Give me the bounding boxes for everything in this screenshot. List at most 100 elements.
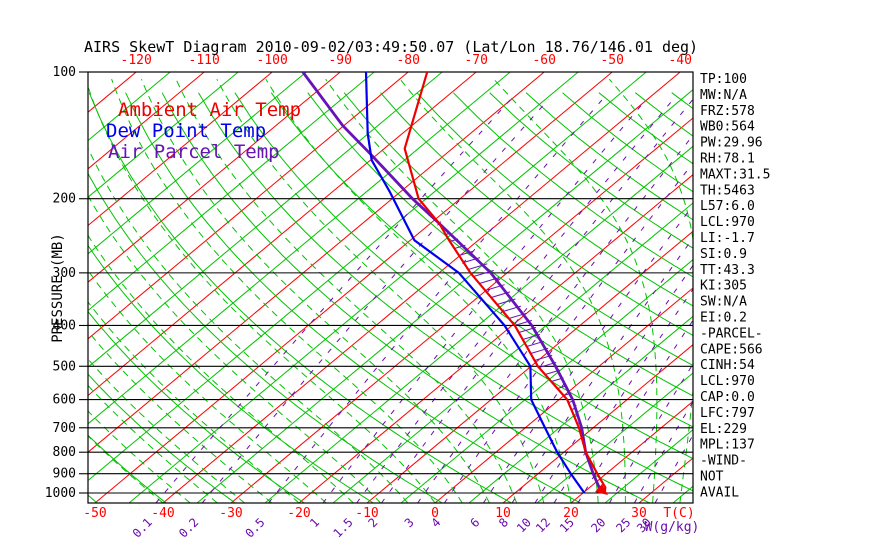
minor-isotherm-line: [88, 72, 307, 255]
stat-line: TT:43.3: [700, 263, 755, 278]
pressure-tick-label: 600: [53, 393, 76, 408]
moist-adiabat-line: [175, 78, 518, 503]
moist-adiabat-line: [265, 78, 572, 503]
pressure-tick-label: 300: [53, 266, 76, 281]
isotherm-line: [88, 72, 409, 340]
moist-adiabat-line: [216, 78, 545, 503]
top-temp-label: -110: [189, 53, 220, 68]
stat-line: CAP:0.0: [700, 390, 755, 405]
stat-line: AVAIL: [700, 485, 739, 500]
background-isopleths: [88, 72, 870, 503]
stat-line: CAPE:566: [700, 342, 763, 357]
stat-line: CINH:54: [700, 358, 755, 373]
minor-isotherm-line: [400, 259, 693, 503]
minor-isotherm-line: [468, 315, 693, 503]
plot-frame: [87, 71, 694, 504]
pressure-tick-label: 200: [53, 192, 76, 207]
surface-arrow: [595, 484, 608, 495]
mixing-ratio-line: [511, 237, 693, 503]
mixing-ratio-label: 1: [307, 515, 322, 530]
stat-line: MAXT:31.5: [700, 167, 770, 182]
stat-line: PW:29.96: [700, 136, 763, 151]
stat-line: TP:100: [700, 72, 747, 87]
mixing-ratio-line: [155, 98, 512, 503]
pressure-tick-label: 1000: [45, 486, 76, 501]
moist-adiabat-line: [88, 234, 354, 503]
top-temp-label: -70: [464, 53, 487, 68]
stat-line: KI:305: [700, 279, 747, 294]
minor-isotherm-line: [88, 72, 443, 368]
minor-isotherm-line: [332, 202, 693, 503]
dry-adiabat-line: [452, 92, 693, 278]
parcel-curve: [301, 72, 606, 494]
dry-adiabat-line: [270, 92, 693, 428]
stat-line: FRZ:578: [700, 104, 755, 119]
pressure-tick-label: 700: [53, 421, 76, 436]
moist-adiabat-line: [88, 269, 327, 503]
mixing-ratio-label: 6: [467, 515, 482, 530]
mixing-unit-label: W(g/kg): [645, 520, 700, 535]
dry-adiabat-line: [234, 92, 693, 460]
sounding-curves: [301, 72, 608, 495]
moist-adiabat-line: [140, 79, 490, 503]
dry-adiabat-line: [745, 93, 870, 503]
moist-adiabat-line: [608, 78, 693, 503]
isotherm-line: [298, 174, 693, 503]
pressure-tick-label: 800: [53, 445, 76, 460]
isotherm-line: [88, 72, 273, 227]
stat-line: L57:6.0: [700, 199, 755, 214]
moist-adiabat-line: [493, 78, 658, 503]
moist-adiabat-line: [399, 78, 626, 503]
moist-adiabat-line: [111, 79, 463, 503]
minor-isotherm-line: [536, 372, 693, 503]
moist-adiabat-line: [88, 147, 409, 503]
pressure-tick-label: 900: [53, 467, 76, 482]
bottom-temp-label: -10: [355, 506, 378, 521]
mixing-ratio-label: 20: [588, 515, 608, 535]
dry-adiabat-line: [343, 92, 693, 367]
legend-air-parcel-temp: Air Parcel Temp: [108, 141, 280, 163]
bottom-temp-label: -40: [151, 506, 174, 521]
moist-adiabat-line: [88, 84, 436, 503]
bottom-temp-label: 0: [431, 506, 439, 521]
bottom-temp-label: -50: [83, 506, 106, 521]
isotherm-line: [88, 72, 205, 170]
bottom-temp-label: 10: [495, 506, 511, 521]
mixing-ratio-line: [482, 204, 693, 503]
bottom-temp-label: -20: [287, 506, 310, 521]
mixing-ratio-line: [201, 98, 550, 503]
stat-line: LCL:970: [700, 215, 755, 230]
bottom-temp-label: 20: [563, 506, 579, 521]
mixing-ratio-line: [577, 319, 693, 503]
legend-dew-point-temp: Dew Point Temp: [106, 120, 266, 142]
bottom-temp-label: 30: [631, 506, 647, 521]
top-temp-label: -60: [532, 53, 555, 68]
stats-column: TP:100MW:N/AFRZ:578WB0:564PW:29.96RH:78.…: [700, 72, 770, 500]
pressure-tick-label: 400: [53, 318, 76, 333]
stat-line: TH:5463: [700, 183, 755, 198]
mixing-ratio-label: 0.5: [242, 515, 267, 540]
minor-isotherm-line: [196, 89, 693, 503]
stat-line: EI:0.2: [700, 311, 747, 326]
isotherm-line: [88, 72, 341, 283]
ambient-curve: [403, 72, 607, 494]
mixing-ratio-line: [443, 162, 693, 503]
stat-line: WB0:564: [700, 120, 755, 135]
moist-adiabat-line: [88, 194, 381, 503]
dry-adiabat-line: [525, 92, 693, 221]
mixing-ratio-line: [356, 98, 674, 503]
minor-isotherm-line: [88, 72, 375, 312]
isotherm-line: [162, 72, 681, 503]
stat-line: -WIND-: [700, 454, 747, 469]
isotherm-line: [434, 287, 693, 503]
isotherm-line: [94, 72, 613, 503]
moist-adiabat-line: [325, 78, 599, 503]
isotherm-line: [366, 230, 693, 503]
dry-adiabat-line: [88, 494, 98, 503]
stat-line: RH:78.1: [700, 152, 755, 167]
minor-isotherm-line: [88, 72, 511, 425]
stat-line: LFC:797: [700, 406, 755, 421]
pressure-tick-label: 100: [53, 65, 76, 80]
